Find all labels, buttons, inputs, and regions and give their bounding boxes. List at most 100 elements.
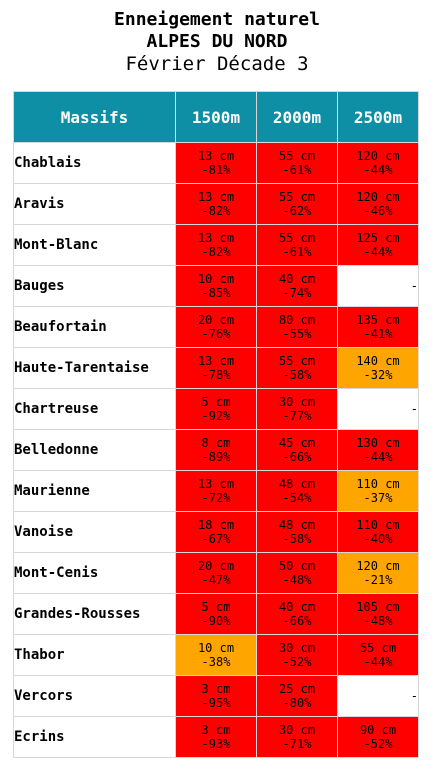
deficit-percent: -66% <box>282 614 312 628</box>
deficit-percent: -32% <box>363 368 393 382</box>
massif-name: Mont-Cenis <box>13 552 176 594</box>
deficit-percent: -61% <box>282 163 312 177</box>
table-row: Haute-Tarentaise 13 cm -78% 55 cm -58% 140 cm… <box>13 347 419 389</box>
snow-cell-1500m: 13 cm -78% <box>175 347 257 389</box>
snow-cell-1500m: 13 cm -72% <box>175 470 257 512</box>
deficit-percent: -72% <box>201 491 231 505</box>
snow-depth: 13 cm <box>197 190 235 204</box>
table-row: Beaufortain 20 cm -76% 80 cm -55% 135 cm -41% <box>13 306 419 348</box>
massif-name: Grandes-Rousses <box>13 593 176 635</box>
table-row: Chablais 13 cm -81% 55 cm -61% 120 cm -44% <box>13 142 419 184</box>
deficit-percent: -48% <box>282 573 312 587</box>
snow-cell-1500m: 20 cm -47% <box>175 552 257 594</box>
deficit-percent: -44% <box>363 163 393 177</box>
massif-name: Mont-Blanc <box>13 224 176 266</box>
snow-depth: 5 cm <box>201 395 231 409</box>
deficit-percent: -52% <box>282 655 312 669</box>
snow-depth: 20 cm <box>197 559 235 573</box>
snow-cell-2000m: 55 cm -61% <box>256 224 338 266</box>
table-row: Chartreuse 5 cm -92% 30 cm -77% - <box>13 388 419 430</box>
table-row: Vanoise 18 cm -67% 48 cm -58% 110 cm -40% <box>13 511 419 553</box>
snow-cell-1500m: 5 cm -90% <box>175 593 257 635</box>
snow-cell-2500m: 55 cm -44% <box>337 634 419 676</box>
snow-cell-2500m: 135 cm -41% <box>337 306 419 348</box>
massif-name: Chablais <box>13 142 176 184</box>
snow-cell-2500m: - <box>337 675 419 717</box>
deficit-percent: -80% <box>282 696 312 710</box>
snow-depth: 8 cm <box>201 436 231 450</box>
snow-depth: 105 cm <box>356 600 400 614</box>
snow-depth: 18 cm <box>197 518 235 532</box>
header-1500m: 1500m <box>175 91 257 143</box>
deficit-percent: -93% <box>201 737 231 751</box>
table-row: Ecrins 3 cm -93% 30 cm -71% 90 cm -52% <box>13 716 419 758</box>
snow-cell-2000m: 45 cm -66% <box>256 429 338 471</box>
snow-cell-2000m: 55 cm -58% <box>256 347 338 389</box>
snow-depth: 80 cm <box>278 313 316 327</box>
snow-cell-2500m: 140 cm -32% <box>337 347 419 389</box>
snow-cell-2000m: 50 cm -48% <box>256 552 338 594</box>
snow-depth: 55 cm <box>278 354 316 368</box>
snow-cell-1500m: 13 cm -81% <box>175 142 257 184</box>
deficit-percent: -40% <box>363 532 393 546</box>
snow-cell-1500m: 13 cm -82% <box>175 224 257 266</box>
title-block: Enneigement naturel ALPES DU NORD Févrie… <box>0 0 434 80</box>
deficit-percent: -55% <box>282 327 312 341</box>
deficit-percent: -38% <box>201 655 231 669</box>
deficit-percent: -82% <box>201 204 231 218</box>
snow-depth: 40 cm <box>278 600 316 614</box>
table-row: Aravis 13 cm -82% 55 cm -62% 120 cm -46% <box>13 183 419 225</box>
snow-depth: 13 cm <box>197 231 235 245</box>
deficit-percent: -47% <box>201 573 231 587</box>
snow-cell-2000m: 48 cm -54% <box>256 470 338 512</box>
deficit-percent: -71% <box>282 737 312 751</box>
deficit-percent: -62% <box>282 204 312 218</box>
snow-depth: 45 cm <box>278 436 316 450</box>
deficit-percent: -44% <box>363 245 393 259</box>
table-row: Thabor 10 cm -38% 30 cm -52% 55 cm -44% <box>13 634 419 676</box>
snow-cell-2500m: 120 cm -21% <box>337 552 419 594</box>
period-subtitle: Février Décade 3 <box>125 53 309 75</box>
snow-cell-2500m: 120 cm -46% <box>337 183 419 225</box>
snow-depth: 30 cm <box>278 723 316 737</box>
region-title: ALPES DU NORD <box>146 31 288 52</box>
table-row: Grandes-Rousses 5 cm -90% 40 cm -66% 105 cm -4… <box>13 593 419 635</box>
snow-depth: 13 cm <box>197 149 235 163</box>
table-row: Mont-Blanc 13 cm -82% 55 cm -61% 125 cm -44% <box>13 224 419 266</box>
massif-name: Vercors <box>13 675 176 717</box>
snow-depth: 110 cm <box>356 477 400 491</box>
table-row: Mont-Cenis 20 cm -47% 50 cm -48% 120 cm -21% <box>13 552 419 594</box>
snow-depth: 55 cm <box>278 231 316 245</box>
snow-cell-2000m: 55 cm -62% <box>256 183 338 225</box>
snow-depth: 110 cm <box>356 518 400 532</box>
snow-depth: 40 cm <box>278 272 316 286</box>
table-row: Maurienne 13 cm -72% 48 cm -54% 110 cm -37% <box>13 470 419 512</box>
snow-depth: 125 cm <box>356 231 400 245</box>
table-row: Bauges 10 cm -85% 40 cm -74% - <box>13 265 419 307</box>
snow-cell-2500m: - <box>337 388 419 430</box>
snow-depth: 20 cm <box>197 313 235 327</box>
deficit-percent: -78% <box>201 368 231 382</box>
snow-cell-2000m: 55 cm -61% <box>256 142 338 184</box>
massif-name: Thabor <box>13 634 176 676</box>
massif-name: Belledonne <box>13 429 176 471</box>
massif-name: Vanoise <box>13 511 176 553</box>
snow-depth: 135 cm <box>356 313 400 327</box>
header-massifs: Massifs <box>13 91 176 143</box>
snow-depth: 50 cm <box>278 559 316 573</box>
deficit-percent: -21% <box>363 573 393 587</box>
header-2000m: 2000m <box>256 91 338 143</box>
massif-name: Bauges <box>13 265 176 307</box>
deficit-percent: -90% <box>201 614 231 628</box>
snow-cell-1500m: 13 cm -82% <box>175 183 257 225</box>
snow-depth: 10 cm <box>197 641 235 655</box>
deficit-percent: -85% <box>201 286 231 300</box>
snow-cell-1500m: 10 cm -85% <box>175 265 257 307</box>
snow-cell-1500m: 20 cm -76% <box>175 306 257 348</box>
snow-depth: 25 cm <box>278 682 316 696</box>
snow-table: Massifs 1500m 2000m 2500m Chablais 13 cm -… <box>13 91 419 758</box>
snow-depth: 55 cm <box>278 190 316 204</box>
deficit-percent: -95% <box>201 696 231 710</box>
snow-depth: 90 cm <box>359 723 397 737</box>
snow-depth: 140 cm <box>356 354 400 368</box>
